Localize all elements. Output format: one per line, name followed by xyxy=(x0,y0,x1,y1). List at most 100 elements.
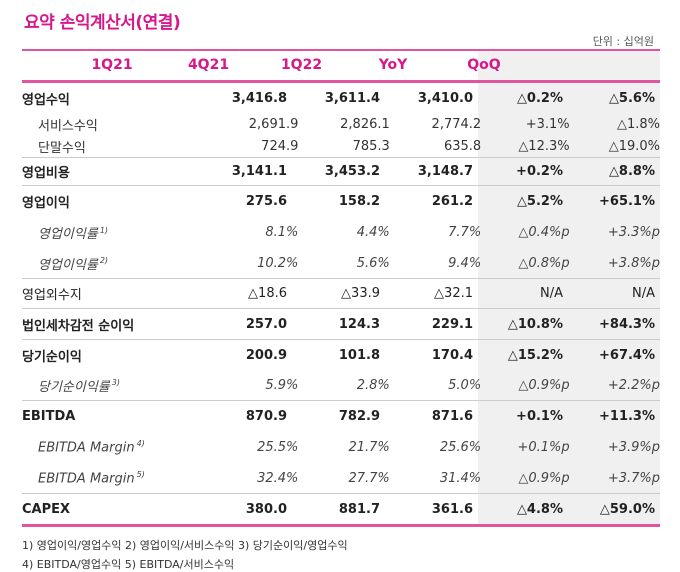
cell-yoy: △0.2% xyxy=(516,90,563,106)
row-label-text: 영업비용 xyxy=(22,166,70,181)
cell-qoq: △59.0% xyxy=(599,502,655,517)
cell-qoq: +65.1% xyxy=(599,194,655,209)
cell-1q21: 257.0 xyxy=(245,316,287,332)
row-label-text: 영업이익률 xyxy=(38,257,98,273)
cell-4q21: 3,611.4 xyxy=(324,90,380,106)
footnote-marker: 2) xyxy=(99,256,109,266)
table-row: 영업비용 3,141.1 3,453.2 3,148.7 +0.2% △8.8% xyxy=(22,158,660,186)
cell-yoy: +0.1%p xyxy=(517,440,570,455)
table-header: 1Q21 4Q21 1Q22 YoY QoQ xyxy=(22,50,660,80)
row-label: 당기순이익률 3) xyxy=(22,376,215,395)
cell-1q22: 7.7% xyxy=(448,225,482,240)
cell-yoy: △10.8% xyxy=(507,316,563,332)
cell-yoy: △0.9%p xyxy=(518,470,570,486)
cell-qoq: +3.8%p xyxy=(607,255,661,271)
cell-1q22: 31.4% xyxy=(439,470,482,486)
col-yoy: YoY xyxy=(378,57,408,73)
change-columns-shade xyxy=(478,50,660,525)
col-4q21: 4Q21 xyxy=(187,57,230,73)
footnote-marker: 3) xyxy=(111,378,120,388)
cell-qoq: N/A xyxy=(632,286,655,301)
cell-yoy: +0.1% xyxy=(516,409,563,424)
row-label-text: 영업이익 xyxy=(22,196,70,211)
table-row: CAPEX 380.0 881.7 361.6 △4.8% △59.0% xyxy=(22,494,660,525)
row-label-text: EBITDA xyxy=(22,409,76,424)
cell-qoq: △8.8% xyxy=(608,164,655,179)
cell-1q22: 871.6 xyxy=(431,409,473,424)
cell-1q21: 724.9 xyxy=(261,138,299,154)
cell-yoy: △15.2% xyxy=(507,347,563,363)
top-rule xyxy=(22,49,660,51)
footnote-1: 1) 영업이익/영업수익 2) 영업이익/서비스수익 3) 당기순이익/영업수익 xyxy=(22,539,348,552)
cell-1q22: 635.8 xyxy=(443,138,482,154)
table-row: 영업이익 275.6 158.2 261.2 △5.2% +65.1% xyxy=(22,186,660,217)
cell-1q22: 25.6% xyxy=(439,440,482,455)
row-label: 영업이익 xyxy=(22,192,202,211)
row-label-text: EBITDA Margin xyxy=(38,471,135,487)
cell-1q22: 3,148.7 xyxy=(417,164,473,179)
cell-1q21: 8.1% xyxy=(265,225,299,240)
table-row: 법인세차감전 순이익 257.0 124.3 229.1 △10.8% +84.3% xyxy=(22,309,660,340)
cell-1q21: 870.9 xyxy=(245,409,287,424)
cell-4q21: 4.4% xyxy=(356,225,390,240)
cell-yoy: △0.8%p xyxy=(518,255,570,271)
table-row: 서비스수익 2,691.9 2,826.1 2,774.2 +3.1% △1.8% xyxy=(22,113,660,135)
table-row: EBITDA Margin 5) 32.4% 27.7% 31.4% △0.9%p +3.7… xyxy=(22,463,660,494)
cell-qoq: +84.3% xyxy=(599,316,655,332)
cell-1q22: 9.4% xyxy=(448,255,482,271)
cell-qoq: +2.2%p xyxy=(607,377,661,393)
col-1q22: 1Q22 xyxy=(280,57,323,73)
row-label: 영업외수지 xyxy=(22,284,202,303)
cell-4q21: 5.6% xyxy=(356,255,390,271)
cell-4q21: 124.3 xyxy=(338,316,380,332)
cell-1q22: 229.1 xyxy=(431,316,473,332)
row-label-text: 법인세차감전 순이익 xyxy=(22,318,135,334)
table-row: 당기순이익 200.9 101.8 170.4 △15.2% +67.4% xyxy=(22,340,660,370)
page-title: 요약 손익계산서(연결) xyxy=(24,13,181,33)
cell-1q21: 200.9 xyxy=(245,347,287,363)
table-row: 당기순이익률 3) 5.9% 2.8% 5.0% △0.9%p +2.2%p xyxy=(22,370,660,401)
cell-4q21: 785.3 xyxy=(352,138,390,154)
income-statement-table: 1Q21 4Q21 1Q22 YoY QoQ 영업수익 3,416.8 3,611.… xyxy=(22,50,660,525)
cell-4q21: 2.8% xyxy=(356,377,390,393)
row-label: EBITDA Margin 5) xyxy=(22,470,215,486)
row-label: 영업이익률 1) xyxy=(22,223,215,242)
row-label: EBITDA xyxy=(22,409,202,424)
table-row: 영업수익 3,416.8 3,611.4 3,410.0 △0.2% △5.6% xyxy=(22,83,660,113)
row-label-text: 당기순이익 xyxy=(22,349,82,365)
row-label: 영업비용 xyxy=(22,162,202,181)
row-label-text: 영업외수지 xyxy=(22,288,82,303)
row-label-text: 영업이익률 xyxy=(38,227,98,242)
table-row: 단말수익 724.9 785.3 635.8 △12.3% △19.0% xyxy=(22,135,660,158)
cell-qoq: △19.0% xyxy=(608,138,661,154)
cell-1q21: 275.6 xyxy=(245,194,287,209)
table-row: EBITDA 870.9 782.9 871.6 +0.1% +11.3% xyxy=(22,401,660,432)
cell-4q21: 21.7% xyxy=(348,440,390,455)
cell-1q21: △18.6 xyxy=(248,286,287,301)
row-label-text: EBITDA Margin xyxy=(38,440,135,456)
row-label-text: 당기순이익률 xyxy=(38,379,110,395)
row-label: 단말수익 xyxy=(22,137,215,156)
cell-4q21: 3,453.2 xyxy=(324,164,380,179)
cell-4q21: 782.9 xyxy=(338,409,380,424)
cell-4q21: 158.2 xyxy=(338,194,380,209)
cell-yoy: N/A xyxy=(540,286,563,301)
cell-1q22: 2,774.2 xyxy=(431,116,482,132)
table-row: 영업외수지 △18.6 △33.9 △32.1 N/A N/A xyxy=(22,279,660,309)
cell-yoy: +3.1% xyxy=(525,116,570,132)
cell-qoq: +67.4% xyxy=(599,347,655,363)
cell-1q22: 170.4 xyxy=(431,347,473,363)
row-label: 영업수익 xyxy=(22,89,202,108)
footnote-marker: 1) xyxy=(99,225,109,235)
footnote-marker: 4) xyxy=(136,439,145,449)
cell-4q21: 881.7 xyxy=(338,502,380,517)
header-rule xyxy=(22,80,660,83)
footnote-marker: 5) xyxy=(136,469,145,479)
cell-qoq: △1.8% xyxy=(616,116,661,132)
cell-yoy: +0.2% xyxy=(516,164,563,179)
row-label: 법인세차감전 순이익 xyxy=(22,315,202,334)
table-row: 영업이익률 1) 8.1% 4.4% 7.7% △0.4%p +3.3%p xyxy=(22,217,660,248)
row-label: 서비스수익 xyxy=(22,115,215,134)
cell-1q21: 10.2% xyxy=(257,255,299,271)
cell-qoq: △5.6% xyxy=(608,90,655,106)
